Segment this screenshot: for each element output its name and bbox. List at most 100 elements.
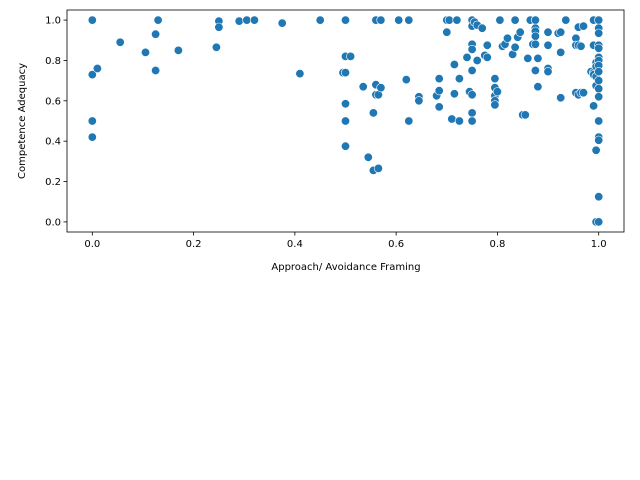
data-point <box>87 116 97 126</box>
data-point <box>242 15 252 25</box>
data-point <box>447 114 457 124</box>
data-point <box>594 28 604 38</box>
data-point <box>414 96 424 106</box>
data-point <box>576 41 586 51</box>
data-point <box>444 15 454 25</box>
data-point <box>495 15 505 25</box>
data-point <box>523 53 533 63</box>
data-point <box>515 27 525 37</box>
data-point <box>594 217 604 227</box>
data-point <box>249 15 259 25</box>
y-tick-label: 0.4 <box>45 137 61 148</box>
data-point <box>373 163 383 173</box>
data-point <box>594 192 604 202</box>
data-point <box>404 15 414 25</box>
data-point <box>556 93 566 103</box>
data-point <box>449 89 459 99</box>
data-point <box>520 110 530 120</box>
data-point <box>594 135 604 145</box>
data-point <box>454 116 464 126</box>
data-point <box>556 47 566 57</box>
x-tick-label: 0.8 <box>489 239 505 250</box>
data-point <box>467 66 477 76</box>
data-point <box>543 27 553 37</box>
plot-frame <box>66 9 625 233</box>
data-point <box>533 82 543 92</box>
data-point <box>115 37 125 47</box>
y-tick-label: 0.0 <box>45 217 61 228</box>
x-tick-label: 0.6 <box>388 239 404 250</box>
data-point <box>510 42 520 52</box>
data-point <box>92 64 102 74</box>
data-point <box>492 87 502 97</box>
data-point <box>452 15 462 25</box>
data-point <box>449 59 459 69</box>
data-point <box>454 74 464 84</box>
data-point <box>295 69 305 79</box>
data-point <box>315 15 325 25</box>
data-point <box>467 108 477 118</box>
data-point <box>376 83 386 93</box>
data-point <box>340 116 350 126</box>
data-point <box>589 101 599 111</box>
data-point <box>467 90 477 100</box>
data-point <box>578 88 588 98</box>
data-point <box>394 15 404 25</box>
data-point <box>340 68 350 78</box>
data-point <box>530 39 540 49</box>
data-point <box>591 145 601 155</box>
data-point <box>543 40 553 50</box>
data-point <box>173 45 183 55</box>
data-point <box>434 74 444 84</box>
data-point <box>87 70 97 80</box>
data-point <box>594 76 604 86</box>
data-point <box>141 47 151 57</box>
data-point <box>404 116 414 126</box>
data-point <box>472 55 482 65</box>
data-point <box>340 15 350 25</box>
data-point <box>594 84 604 94</box>
x-tick-label: 1.0 <box>591 239 607 250</box>
data-point <box>340 141 350 151</box>
points-layer <box>87 15 604 227</box>
x-tick-label: 0.2 <box>186 239 202 250</box>
data-point <box>153 15 163 25</box>
data-point <box>561 15 571 25</box>
data-point <box>211 42 221 52</box>
x-tick-label: 0.4 <box>287 239 303 250</box>
data-point <box>490 74 500 84</box>
y-tick-label: 0.8 <box>45 56 61 67</box>
data-point <box>530 31 540 41</box>
data-point <box>368 108 378 118</box>
data-point <box>477 23 487 33</box>
data-point <box>462 52 472 62</box>
data-point <box>151 29 161 39</box>
data-point <box>530 15 540 25</box>
data-point <box>358 82 368 92</box>
data-point <box>87 15 97 25</box>
data-point <box>234 16 244 26</box>
data-point <box>376 15 386 25</box>
axes: 0.0 0.2 0.4 0.6 0.8 1.0 0.0 0.2 0.4 0.6 0.8 1.0 <box>45 9 625 250</box>
data-point <box>482 52 492 62</box>
data-point <box>277 18 287 28</box>
data-point <box>87 132 97 142</box>
data-point <box>363 152 373 162</box>
data-point <box>401 75 411 85</box>
data-point <box>594 43 604 53</box>
data-point <box>533 53 543 63</box>
data-point <box>594 15 604 25</box>
y-tick-label: 0.6 <box>45 96 61 107</box>
data-point <box>442 27 452 37</box>
data-point <box>510 15 520 25</box>
data-point <box>594 116 604 126</box>
data-point <box>594 92 604 102</box>
data-point <box>594 67 604 77</box>
data-point <box>556 27 566 37</box>
data-point <box>214 22 224 32</box>
data-point <box>578 21 588 31</box>
data-point <box>346 51 356 61</box>
data-point <box>434 102 444 112</box>
data-point <box>490 100 500 110</box>
